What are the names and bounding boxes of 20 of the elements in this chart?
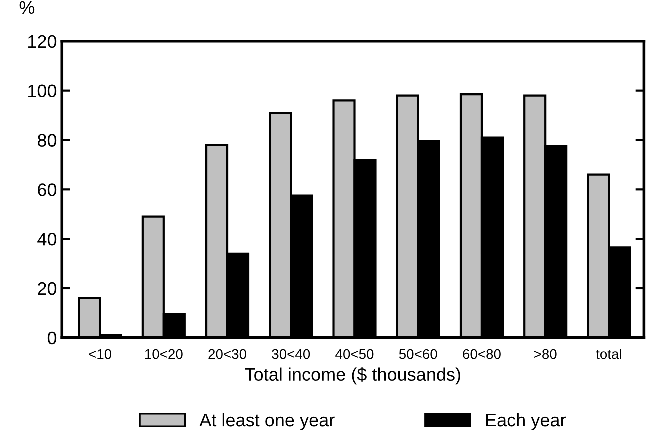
x-tick-label: total bbox=[596, 349, 622, 360]
x-tick-label: <10 bbox=[89, 349, 112, 360]
x-tick-label: 30<40 bbox=[272, 349, 310, 360]
y-tick-label: 80 bbox=[38, 134, 57, 147]
legend-label: Each year bbox=[486, 413, 566, 430]
x-tick-label: 50<60 bbox=[399, 349, 438, 360]
y-axis-title: % bbox=[20, 1, 35, 14]
y-tick-label: 0 bbox=[48, 332, 57, 345]
y-tick-label: 60 bbox=[38, 184, 57, 196]
legend-label: At least one year bbox=[200, 413, 335, 430]
x-tick-label: 60<80 bbox=[463, 349, 501, 360]
y-tick-label: 40 bbox=[38, 233, 57, 246]
y-tick-label: 120 bbox=[28, 35, 57, 48]
x-tick-label: >80 bbox=[534, 349, 557, 360]
x-tick-label: 20<30 bbox=[208, 349, 246, 360]
x-axis-title: Total income ($ thousands) bbox=[245, 368, 460, 385]
x-tick-label: 40<50 bbox=[336, 349, 374, 360]
y-tick-label: 20 bbox=[38, 282, 57, 296]
x-tick-label: 10<20 bbox=[145, 349, 183, 360]
y-tick-label: 100 bbox=[28, 84, 57, 98]
